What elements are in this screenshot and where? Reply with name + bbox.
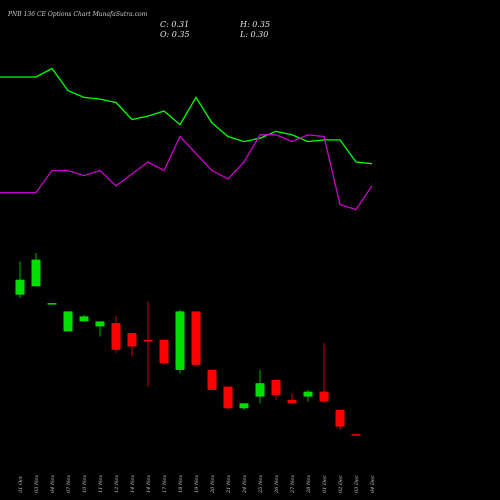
x-tick-label: 04 Dec [370,475,376,493]
candle [351,434,361,436]
candle-body [15,279,25,295]
candle [47,303,57,305]
x-tick-label: 18 Nov [178,475,184,493]
x-tick-label: 20 Nov [210,475,216,494]
candle-body [31,259,41,287]
candle-body [335,409,345,427]
x-tick-label: 24 Nov [242,475,248,494]
candle [159,339,169,365]
candle-body [79,316,89,322]
indicator-line-2 [0,134,373,211]
indicator-line-1 [0,67,373,165]
low-value: L: 0.30 [240,30,269,39]
candle [255,369,265,404]
candle [191,311,201,367]
candle-body [111,323,121,350]
candle-body [159,339,169,364]
x-tick-label: 10 Nov [82,475,88,493]
x-tick-label: 14 Nov [146,475,152,493]
x-tick-label: 28 Nov [306,475,312,494]
candle [319,343,329,404]
candle-body [223,386,233,409]
candle [335,409,345,430]
candles [15,253,361,436]
candle-body [207,369,217,390]
candle [223,386,233,410]
candle [239,403,249,410]
x-tick-label: 11 Nov [98,475,104,493]
x-tick-label: 04 Nov [50,475,56,493]
candle-body [47,303,57,305]
candle-body [239,403,249,409]
x-tick-label: 02 Dec [338,475,344,493]
high-value: H: 0.35 [240,20,271,29]
x-axis-ticks: 31 Oct 03 Nov 04 Nov 07 Nov 10 Nov 11 Nov 12 N… [18,475,376,494]
x-tick-label: 25 Nov [258,475,264,494]
candle [175,309,185,374]
chart-title: PNB 136 CE Options Chart MunafaSutra.com [8,11,148,18]
candle-body [95,321,105,327]
x-tick-label: 26 Nov [274,475,280,494]
close-value: C: 0.31 [160,20,190,29]
candle [79,314,89,322]
candle [143,301,153,387]
candle [127,333,137,357]
x-tick-label: 14 Nov [130,475,136,493]
x-tick-label: 31 Oct [18,475,24,493]
candle-body [255,383,265,397]
candle [303,389,313,402]
candle [111,316,121,354]
candle [95,321,105,337]
x-tick-label: 12 Nov [114,475,120,493]
x-tick-label: 03 Dec [354,475,360,493]
candle-body [319,391,329,402]
candle-body [303,391,313,397]
x-tick-label: 01 Dec [322,475,328,493]
x-tick-label: 27 Nov [290,475,296,494]
x-tick-label: 07 Nov [66,475,72,493]
candle-body [191,311,201,365]
candle-body [271,379,281,395]
candle-body [351,434,361,436]
x-tick-label: 03 Nov [34,475,40,493]
candle [63,311,73,332]
indicator-lines [0,67,373,211]
candle [271,379,281,400]
candle [207,369,217,390]
candle [31,253,41,287]
x-tick-label: 21 Nov [226,475,232,494]
candle-body [175,311,185,370]
candle [15,261,25,299]
x-tick-label: 17 Nov [162,475,168,493]
x-tick-label: 19 Nov [194,475,200,493]
candle-body [127,333,137,347]
candle-body [143,339,153,342]
candle-body [63,311,73,332]
candle-body [287,399,297,404]
open-value: O: 0.35 [160,30,190,39]
candle [287,393,297,404]
